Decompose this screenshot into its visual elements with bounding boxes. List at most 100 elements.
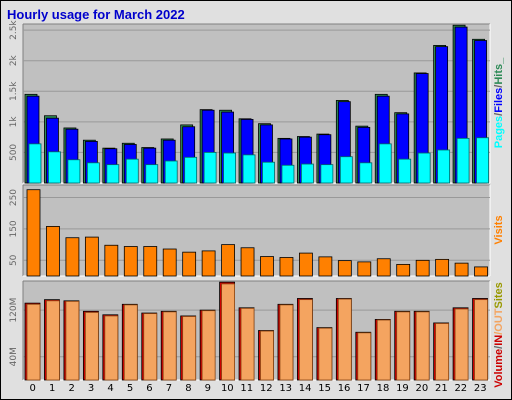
x-tick-label-0: 0: [30, 383, 36, 394]
bar-out-9: [201, 310, 216, 381]
bar-visits-18: [376, 258, 391, 277]
bar-out-10: [221, 283, 235, 381]
bar-visits-16: [337, 260, 352, 277]
bar-pages-11: [242, 154, 256, 184]
legend-part: Sites: [493, 282, 505, 308]
bar-visits-3: [84, 236, 99, 277]
bar-visits-2: [65, 237, 80, 277]
bar-out-2: [65, 300, 80, 381]
x-tick-label-14: 14: [299, 383, 312, 394]
bar-pages-7: [164, 160, 178, 184]
y-tick-label: 1.5k: [9, 81, 19, 101]
bar-pages-6: [145, 164, 159, 184]
bar-visits-6: [143, 246, 158, 277]
bar-out-16: [337, 298, 352, 381]
bar-pages-18: [378, 143, 392, 184]
x-tick-label-4: 4: [107, 383, 113, 394]
bar-out-7: [162, 311, 177, 381]
bar-out-17: [357, 332, 372, 381]
y-tick-label: 2k: [9, 54, 19, 66]
x-tick-label-6: 6: [146, 383, 152, 394]
bar-pages-16: [339, 156, 353, 184]
bar-pages-21: [437, 149, 451, 184]
bar-out-22: [454, 308, 469, 381]
plot-area-3: [23, 281, 490, 380]
legend-1: Visits: [493, 215, 505, 244]
legend-part: /OUT: [493, 308, 505, 335]
x-tick-label-18: 18: [377, 383, 390, 394]
bar-pages-0: [28, 143, 42, 184]
x-tick-label-12: 12: [260, 383, 273, 394]
bar-pages-4: [106, 164, 120, 184]
bar-visits-1: [46, 226, 60, 277]
bar-out-14: [299, 299, 313, 381]
legend-part: /: [493, 113, 505, 116]
bar-pages-13: [281, 164, 295, 184]
bar-out-6: [143, 313, 158, 381]
bar-visits-22: [454, 262, 469, 277]
bar-pages-8: [184, 156, 198, 184]
bar-visits-7: [162, 248, 177, 277]
x-tick-label-3: 3: [88, 383, 94, 394]
legend-part: Files: [493, 88, 505, 113]
bar-out-3: [84, 312, 99, 381]
bar-pages-10: [223, 152, 236, 184]
legend-part: /: [493, 85, 505, 88]
legend-2: Volume/IN/OUTSites: [493, 282, 505, 388]
bar-pages-23: [476, 137, 489, 184]
x-tick-label-11: 11: [240, 383, 253, 394]
bar-out-18: [376, 319, 391, 381]
bar-visits-12: [260, 256, 274, 277]
x-tick-label-17: 17: [357, 383, 370, 394]
y-tick-label: 1k: [9, 116, 19, 128]
bar-pages-14: [301, 163, 314, 184]
bar-visits-5: [123, 246, 138, 277]
x-tick-label-22: 22: [454, 383, 467, 394]
x-tick-label-13: 13: [279, 383, 292, 394]
chart-title: Hourly usage for March 2022: [7, 7, 185, 22]
bar-pages-12: [262, 161, 275, 184]
y-tick-label: 2.5k: [9, 20, 19, 40]
bar-pages-5: [125, 158, 139, 184]
bar-pages-17: [359, 162, 373, 184]
x-tick-label-19: 19: [396, 383, 409, 394]
bar-visits-8: [182, 251, 197, 277]
bar-out-5: [123, 304, 138, 381]
x-tick-label-21: 21: [435, 383, 448, 394]
bar-visits-13: [279, 257, 294, 277]
bar-out-13: [279, 304, 294, 381]
x-tick-label-20: 20: [416, 383, 429, 394]
bar-out-8: [182, 316, 197, 381]
bar-pages-2: [67, 159, 81, 184]
bar-visits-4: [104, 244, 119, 277]
plot-area-1: [23, 24, 490, 183]
legend-part: Pages: [493, 116, 505, 148]
bar-out-0: [26, 303, 41, 381]
bar-visits-9: [201, 250, 216, 277]
bar-out-20: [415, 311, 430, 381]
bar-visits-15: [318, 256, 333, 277]
bar-pages-15: [320, 164, 334, 184]
bar-visits-10: [221, 244, 235, 277]
x-tick-label-7: 7: [166, 383, 172, 394]
legend-0: Pages/Files/Hits_: [493, 57, 505, 148]
plot-area-2: [23, 185, 490, 276]
bar-out-19: [396, 311, 411, 381]
y-tick-label: 50: [9, 254, 19, 266]
bar-visits-0: [26, 189, 41, 277]
bar-out-12: [260, 330, 274, 381]
x-tick-label-1: 1: [49, 383, 55, 394]
x-tick-label-5: 5: [127, 383, 133, 394]
legend-part: IN: [493, 335, 505, 346]
bar-visits-23: [474, 266, 488, 277]
x-tick-label-9: 9: [205, 383, 211, 394]
bar-out-4: [104, 315, 119, 381]
x-tick-label-16: 16: [338, 383, 351, 394]
y-tick-label: 250: [9, 189, 19, 206]
y-tick-label: 120M: [9, 298, 19, 323]
bar-visits-17: [357, 261, 372, 277]
bar-pages-3: [86, 162, 100, 184]
y-tick-label: 150: [9, 220, 19, 237]
x-tick-label-10: 10: [221, 383, 234, 394]
legend-part: Visits: [493, 215, 505, 244]
